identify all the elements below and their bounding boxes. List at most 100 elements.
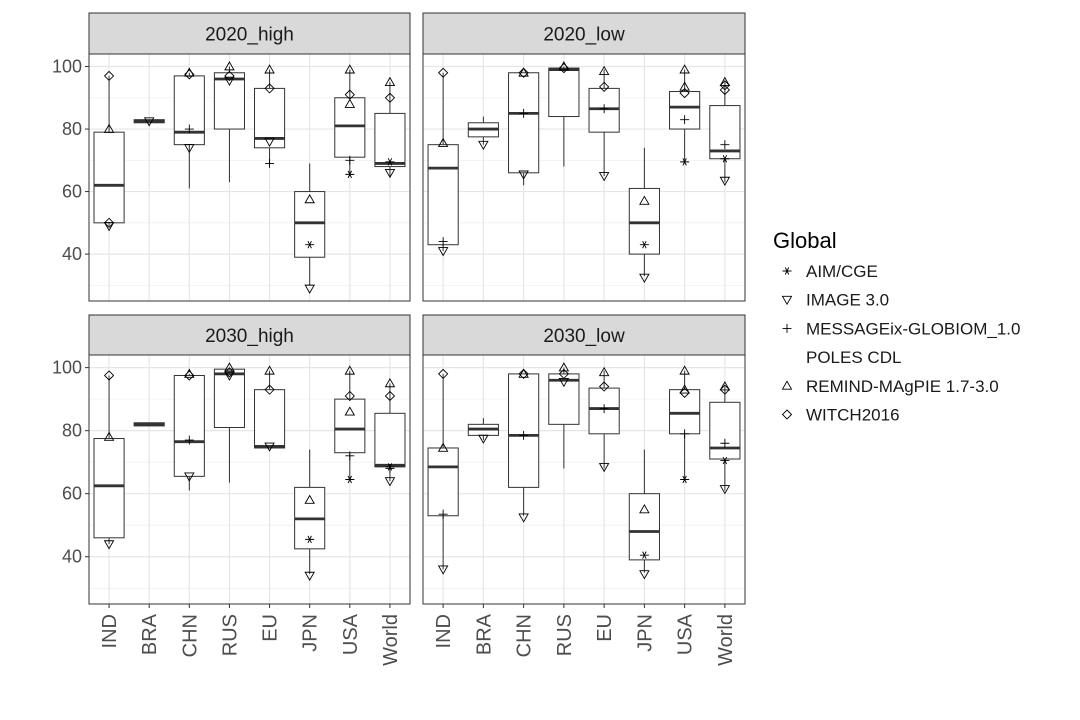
x-tick-label: JPN [634, 614, 656, 652]
panel-border [88, 354, 411, 605]
box-iqr [374, 112, 406, 168]
point-image-3-0 [224, 371, 235, 381]
point-image-3-0 [478, 140, 489, 151]
x-tick-label: USA [675, 613, 697, 655]
panel-title: 2020_low [543, 25, 625, 46]
point-witch2016 [598, 81, 610, 92]
point-witch2016 [437, 368, 449, 380]
box-iqr [427, 447, 459, 517]
x-tick-label: World [715, 614, 737, 666]
point-messageix-globiom-1-0 [680, 115, 690, 125]
box-iqr [93, 438, 125, 539]
x-tick-label: RUS [219, 614, 241, 656]
y-tick-label: 80 [62, 119, 82, 139]
point-image-3-0 [304, 571, 315, 582]
point-image-3-0 [598, 463, 610, 473]
panel-border [422, 354, 746, 605]
model-points [437, 362, 731, 580]
point-witch2016 [719, 80, 731, 91]
x-tick-label: BRA [139, 613, 161, 655]
box-rus [213, 66, 245, 183]
point-image-3-0 [558, 377, 570, 388]
point-image-3-0 [437, 565, 449, 575]
box-iqr [254, 389, 286, 449]
point-witch2016 [518, 67, 529, 78]
point-remind-magpie-1-7-3-0 [679, 64, 690, 74]
point-remind-magpie-1-7-3-0 [719, 381, 731, 391]
point-witch2016 [184, 69, 195, 80]
point-image-3-0 [518, 170, 529, 180]
panel-background [89, 355, 410, 604]
point-messageix-globiom-1-0 [438, 237, 448, 247]
point-remind-magpie-1-7-3-0 [598, 366, 610, 377]
legend-item-image-3-0: IMAGE 3.0 [806, 291, 889, 310]
point-remind-magpie-1-7-3-0 [344, 406, 356, 416]
point-remind-magpie-1-7-3-0 [103, 431, 115, 441]
point-witch2016 [679, 87, 690, 99]
point-witch2016 [679, 387, 690, 398]
box-iqr [508, 373, 540, 488]
panel-title: 2020_high [205, 25, 294, 46]
x-tick-label: IND [99, 614, 121, 648]
point-witch2016 [719, 384, 731, 395]
point-witch2016 [264, 83, 275, 94]
point-aim-cge [345, 170, 355, 179]
point-image-3-0 [304, 284, 315, 294]
point-witch2016 [103, 217, 115, 228]
point-witch2016 [184, 370, 195, 381]
point-remind-magpie-1-7-3-0 [518, 368, 529, 378]
point-remind-magpie-1-7-3-0 [679, 81, 690, 91]
box-iqr [588, 87, 620, 133]
legend: Global AIM/CGE IMAGE 3.0 MESSAGEix-GLOBIOM_… [773, 228, 1020, 425]
point-image-3-0 [184, 472, 195, 482]
point-aim-cge [680, 475, 690, 484]
y-tick-label: 60 [62, 182, 82, 202]
point-remind-magpie-1-7-3-0 [224, 61, 235, 71]
point-remind-magpie-1-7-3-0 [264, 365, 275, 375]
point-remind-magpie-1-7-3-0 [679, 365, 690, 375]
box-ind [93, 375, 125, 545]
box-bra [467, 116, 499, 145]
point-messageix-globiom-1-0 [519, 430, 529, 440]
legend-item-poles-cdl: POLES CDL [806, 348, 901, 367]
panel-border [422, 53, 746, 302]
panel-strip [88, 314, 411, 356]
box-iqr [427, 144, 459, 246]
point-remind-magpie-1-7-3-0 [558, 362, 570, 372]
box-ind [427, 373, 459, 570]
box-rus [548, 66, 580, 167]
point-remind-magpie-1-7-3-0 [518, 67, 529, 77]
point-aim-cge [639, 551, 649, 559]
box-iqr [213, 368, 245, 428]
box-chn [173, 373, 205, 491]
legend-item-witch2016: WITCH2016 [806, 406, 900, 425]
box-iqr [548, 373, 580, 425]
point-remind-magpie-1-7-3-0 [304, 494, 315, 504]
y-tick-label: 60 [62, 484, 82, 504]
point-remind-magpie-1-7-3-0 [103, 123, 115, 133]
panel-title: 2030_high [205, 326, 294, 347]
point-witch2016 [344, 390, 355, 402]
panel-title: 2030_low [543, 326, 625, 347]
panel-2020-high: 2020_high 40 60 80 100 [52, 12, 411, 302]
box-bra [133, 119, 165, 124]
point-remind-magpie-1-7-3-0 [344, 98, 356, 108]
legend-item-aim-cge: AIM/CGE [806, 262, 878, 281]
point-remind-magpie-1-7-3-0 [264, 64, 275, 74]
box-iqr [213, 72, 245, 130]
point-remind-magpie-1-7-3-0 [304, 193, 315, 204]
point-image-3-0 [518, 513, 529, 523]
point-aim-cge [720, 456, 730, 465]
x-tick-label: EU [594, 614, 616, 642]
x-tick-label: RUS [554, 614, 576, 656]
box-rus [213, 367, 245, 483]
point-witch2016 [518, 368, 529, 380]
panel-strip [88, 12, 411, 55]
point-messageix-globiom-1-0 [265, 158, 275, 168]
point-messageix-globiom-1-0 [599, 404, 609, 414]
x-tick-label: USA [340, 613, 362, 655]
y-tick-label: 80 [62, 421, 82, 441]
point-remind-magpie-1-7-3-0 [639, 504, 650, 514]
point-remind-magpie-1-7-3-0 [679, 384, 690, 394]
